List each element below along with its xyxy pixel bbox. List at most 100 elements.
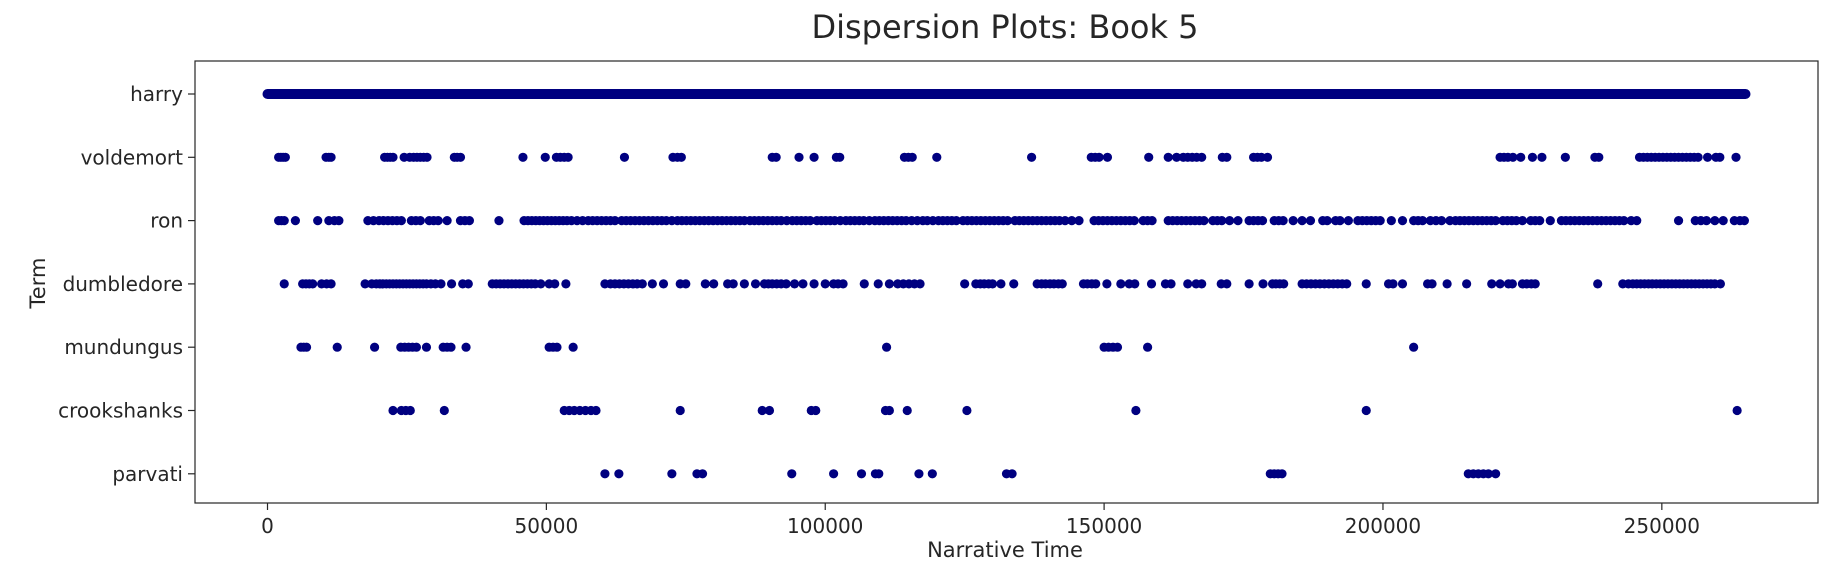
dumbledore-point [279,279,289,289]
dumbledore-point [561,279,571,289]
voldemort-point [1172,152,1182,162]
dumbledore-point [658,279,669,289]
ron-point [1386,216,1396,226]
crookshanks-point [675,405,685,416]
parvati-point [927,469,937,479]
voldemort-point [1144,152,1154,162]
ron-point [1343,216,1353,226]
voldemort-point [1163,152,1173,162]
voldemort-point [794,152,804,162]
ron-point [1060,216,1070,226]
ron-point [1619,216,1629,226]
ron-point [1233,216,1243,226]
ron-point [1673,216,1684,226]
voldemort-point [932,152,942,162]
voldemort-point [809,152,819,162]
dumbledore-point [647,279,657,289]
dumbledore-point [1593,279,1603,289]
ron-point [1147,216,1157,226]
dumbledore-point [1361,279,1371,289]
voldemort-point [1715,152,1725,162]
mundungus-point [1143,342,1153,352]
voldemort-point [1197,152,1207,162]
dumbledore-point [700,279,710,289]
x-axis: 0 50000 100000 150000 200000 250000 [261,503,1700,538]
dumbledore-point [360,279,370,289]
dumbledore-point [1091,279,1101,289]
ron-point [1701,216,1712,226]
parvati-point [600,469,610,479]
dumbledore-point [1116,279,1126,289]
y-axis-label: Term [26,258,50,310]
mundungus-point [301,342,312,352]
dumbledore-point [728,279,738,289]
plot-frame [194,60,1819,504]
voldemort-point [676,152,686,162]
ron-point [1129,216,1139,226]
ron-point [1224,216,1235,226]
chart-title: Dispersion Plots: Book 5 [811,8,1198,46]
ron-point [1335,216,1345,226]
voldemort-point [1594,152,1604,162]
mundungus-point [1409,342,1419,352]
dumbledore-point [1009,279,1019,289]
ron-point [1003,216,1013,226]
dumbledore-point [681,279,691,289]
mundungus-point [446,342,456,352]
dumbledore-point [436,279,446,289]
x-tick-label-200000: 200000 [1345,514,1421,538]
dumbledore-point [1342,279,1352,289]
parvati-point [874,469,884,479]
ron-point [1545,216,1555,226]
y-tick-label-mundungus: mundungus [64,335,183,359]
parvati-point [914,469,924,479]
voldemort-point [1222,152,1232,162]
dumbledore-point [781,279,791,289]
dumbledore-point [996,279,1006,289]
voldemort-point [907,152,917,162]
voldemort-point [388,152,398,162]
ron-point [494,216,504,226]
dumbledore-point [446,279,457,289]
y-tick-label-harry: harry [130,82,183,106]
parvati-point [697,469,708,479]
ron-point [1297,216,1307,226]
ron-point [1491,216,1501,226]
dumbledore-point [1183,279,1193,289]
dumbledore-point [1495,279,1505,289]
voldemort-point [422,152,432,162]
crookshanks-point [1732,405,1742,416]
ron-point [1739,216,1749,226]
voldemort-point [1026,152,1037,162]
ron-point [1517,216,1528,226]
voldemort-point [563,152,573,162]
dumbledore-point [1279,279,1289,289]
ron-point [396,216,406,226]
dumbledore-point [1397,279,1408,289]
voldemort-point [771,152,781,162]
ron-point [1199,216,1209,226]
voldemort-point [326,152,336,162]
ron-point [1375,216,1385,226]
ron-point [313,216,323,226]
ron-point [1436,216,1447,226]
voldemort-point [1508,152,1518,162]
ron-point [1322,216,1332,226]
voldemort-point [1094,152,1104,162]
ron-point [1278,216,1288,226]
voldemort-point [1262,152,1273,162]
voldemort-point [1560,152,1570,162]
crookshanks-point [591,405,601,416]
dumbledore-point [637,279,647,289]
mundungus-point [421,342,432,352]
dumbledore-point [884,279,894,289]
voldemort-point [1102,152,1113,162]
dumbledore-point [798,279,808,289]
dumbledore-point [1197,279,1207,289]
dumbledore-point [326,279,336,289]
dumbledore-point [536,279,546,289]
parvati-point [829,469,839,479]
dumbledore-point [550,279,560,289]
ron-point [442,216,452,226]
dumbledore-point [873,279,883,289]
